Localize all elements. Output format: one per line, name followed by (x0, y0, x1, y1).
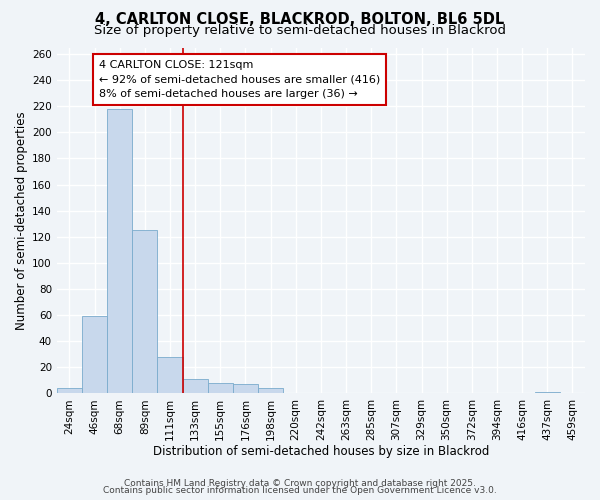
Text: 4 CARLTON CLOSE: 121sqm
← 92% of semi-detached houses are smaller (416)
8% of se: 4 CARLTON CLOSE: 121sqm ← 92% of semi-de… (99, 60, 380, 99)
Bar (258, 388, 283, 394)
Bar (535, 392, 560, 394)
Bar (107, 109, 132, 394)
Bar (157, 357, 182, 394)
Bar (208, 383, 233, 394)
Y-axis label: Number of semi-detached properties: Number of semi-detached properties (15, 111, 28, 330)
Bar (233, 384, 258, 394)
Bar (82, 316, 107, 394)
X-axis label: Distribution of semi-detached houses by size in Blackrod: Distribution of semi-detached houses by … (153, 444, 489, 458)
Text: Size of property relative to semi-detached houses in Blackrod: Size of property relative to semi-detach… (94, 24, 506, 37)
Text: 4, CARLTON CLOSE, BLACKROD, BOLTON, BL6 5DL: 4, CARLTON CLOSE, BLACKROD, BOLTON, BL6 … (95, 12, 505, 28)
Bar (57, 388, 82, 394)
Text: Contains HM Land Registry data © Crown copyright and database right 2025.: Contains HM Land Registry data © Crown c… (124, 478, 476, 488)
Bar (132, 230, 157, 394)
Text: Contains public sector information licensed under the Open Government Licence v3: Contains public sector information licen… (103, 486, 497, 495)
Bar (182, 379, 208, 394)
